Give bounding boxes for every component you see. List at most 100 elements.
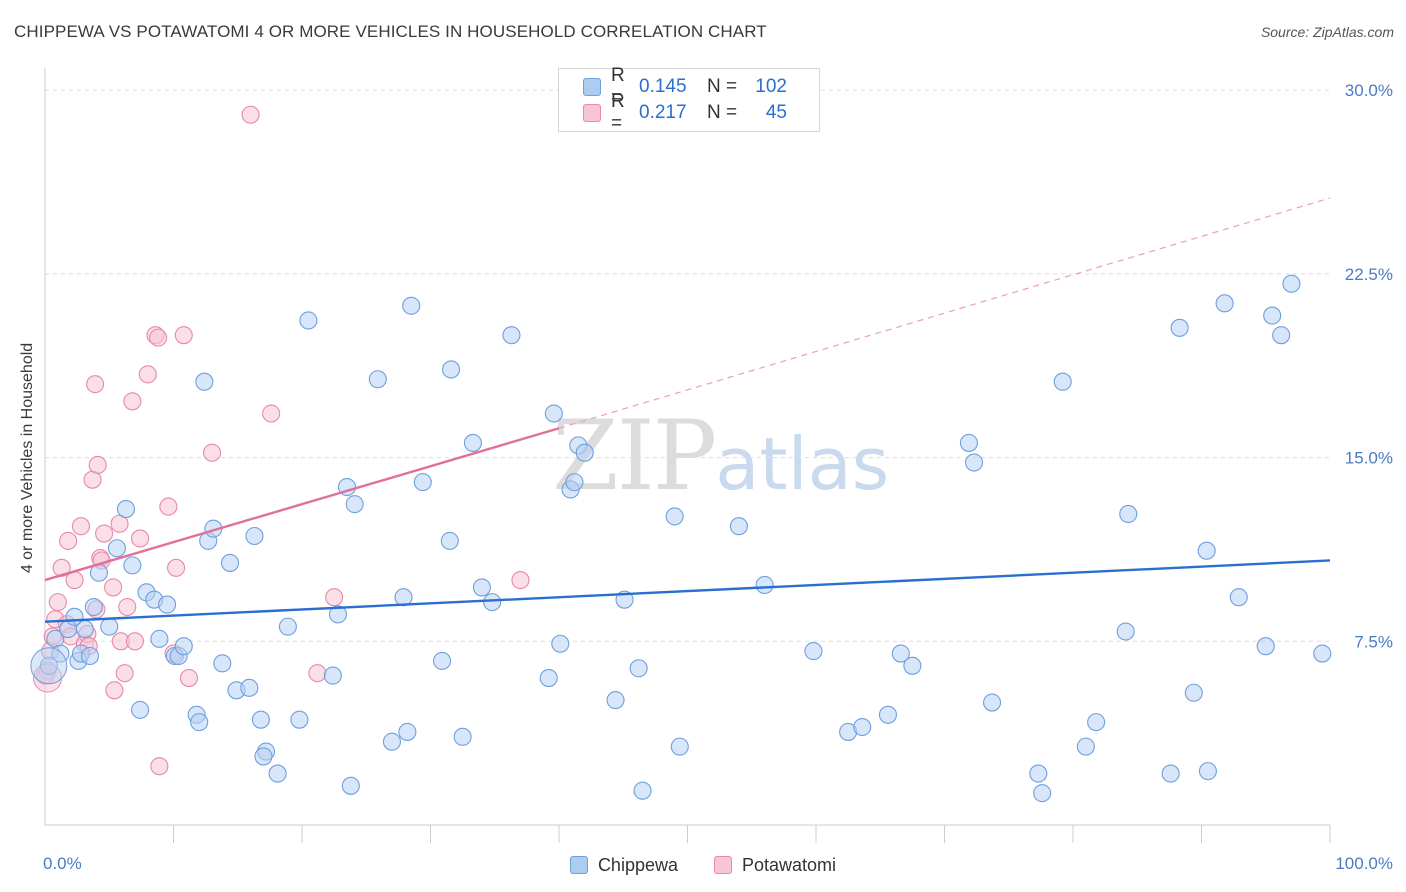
n-label: N = [707,102,738,123]
potawatomi-legend-swatch [714,856,732,874]
chippewa-point [268,764,287,783]
chippewa-point [290,710,309,729]
chippewa-point [116,500,136,519]
potawatomi-point [241,105,260,124]
potawatomi-point [59,531,78,550]
chippewa-point [959,433,978,452]
y-tick-label: 7.5% [1354,632,1393,651]
potawatomi-point [118,597,137,617]
potawatomi-point [86,375,105,394]
chippewa-point [80,646,100,666]
chippewa-point [1076,737,1095,756]
chippewa-point [539,668,558,688]
chippewa-point [213,654,232,673]
chippewa-point [755,575,774,595]
chippewa-point [965,453,984,472]
chippewa-point [240,678,259,697]
potawatomi-point [95,524,114,543]
potawatomi-point [325,588,344,607]
potawatomi-point [71,517,91,536]
chippewa-point [1053,372,1072,391]
r-value: 0.145 [639,76,687,97]
legend-row-chippewa: R = 0.145 N = 102 [583,65,787,108]
r-label: R = [611,65,625,108]
chippewa-point [1161,764,1180,783]
potawatomi-point [104,578,123,597]
chippewa-points [30,274,1332,803]
chippewa-point [729,517,748,536]
chippewa-point [442,360,461,379]
chippewa-point [398,722,417,741]
chippewa-point [1170,318,1189,337]
chippewa-legend-label: Chippewa [597,854,678,875]
potawatomi-point [174,326,193,345]
chippewa-point [440,531,459,550]
chippewa-point [1282,274,1301,293]
trend-lines [44,197,1331,623]
potawatomi-trend-extension [558,197,1331,429]
chippewa-point [84,597,103,617]
chippewa-point [107,539,127,558]
chippewa-point [502,326,521,345]
chippewa-point [633,781,652,800]
legend-item-chippewa: Chippewa [569,854,678,876]
chippewa-point [1263,306,1282,325]
chippewa-legend-swatch [569,856,588,874]
chippewa-point [1116,622,1135,641]
potawatomi-swatch [583,104,601,122]
n-label: N = [707,76,738,97]
chippewa-point [402,296,421,315]
chippewa-point [551,634,570,653]
potawatomi-point [125,632,144,651]
chippewa-point [123,556,142,575]
potawatomi-point [167,558,186,577]
source-label: Source: ZipAtlas.com [1260,24,1394,40]
potawatomi-point [511,571,530,590]
chippewa-point [413,473,432,492]
chippewa-point [1197,541,1216,560]
chippewa-point [1215,294,1234,313]
chippewa-point [195,372,214,391]
correlation-legend: R = 0.145 N = 102 R = 0.217 N = 45 [558,65,820,134]
chippewa-point [1256,637,1275,656]
chippewa-swatch [583,78,601,96]
potawatomi-trend-line [44,427,560,582]
chippewa-point [575,443,594,462]
chippewa-point [878,705,898,724]
chippewa-point [1087,713,1106,732]
chippewa-point [131,700,150,719]
y-tick-labels: 7.5% 15.0% 22.5% 30.0% [1345,81,1393,651]
chippewa-point [150,629,169,648]
chippewa-trend-line [44,559,1331,623]
chippewa-point [75,620,94,639]
chippewa-point [1272,326,1291,345]
chippewa-point [278,617,297,636]
chippewa-point [544,404,563,423]
potawatomi-point [138,365,157,384]
x-tick-labels: 0.0% 100.0% [43,854,1393,873]
chippewa-point [341,776,360,795]
chippewa-point [565,473,584,492]
watermark-atlas: atlas [715,422,890,506]
chippewa-point [100,617,119,636]
potawatomi-point [48,593,67,612]
legend-row-potawatomi: R = 0.217 N = 45 [583,91,787,134]
chippewa-point [220,553,240,572]
r-value: 0.217 [639,102,687,123]
chippewa-point [1229,588,1248,607]
chippewa-point [804,642,823,661]
y-tick-label: 15.0% [1345,449,1393,468]
chippewa-point [328,605,348,624]
r-label: R = [611,91,625,134]
chippewa-point [1313,644,1332,663]
n-value: 102 [755,76,787,97]
chippewa-point [670,737,689,756]
chippewa-point [1033,784,1052,803]
potawatomi-point [115,664,134,683]
chippewa-point [629,659,648,678]
chippewa-point [483,593,502,612]
n-value: 45 [765,102,787,123]
chippewa-point [299,311,318,330]
potawatomi-point [203,443,222,462]
